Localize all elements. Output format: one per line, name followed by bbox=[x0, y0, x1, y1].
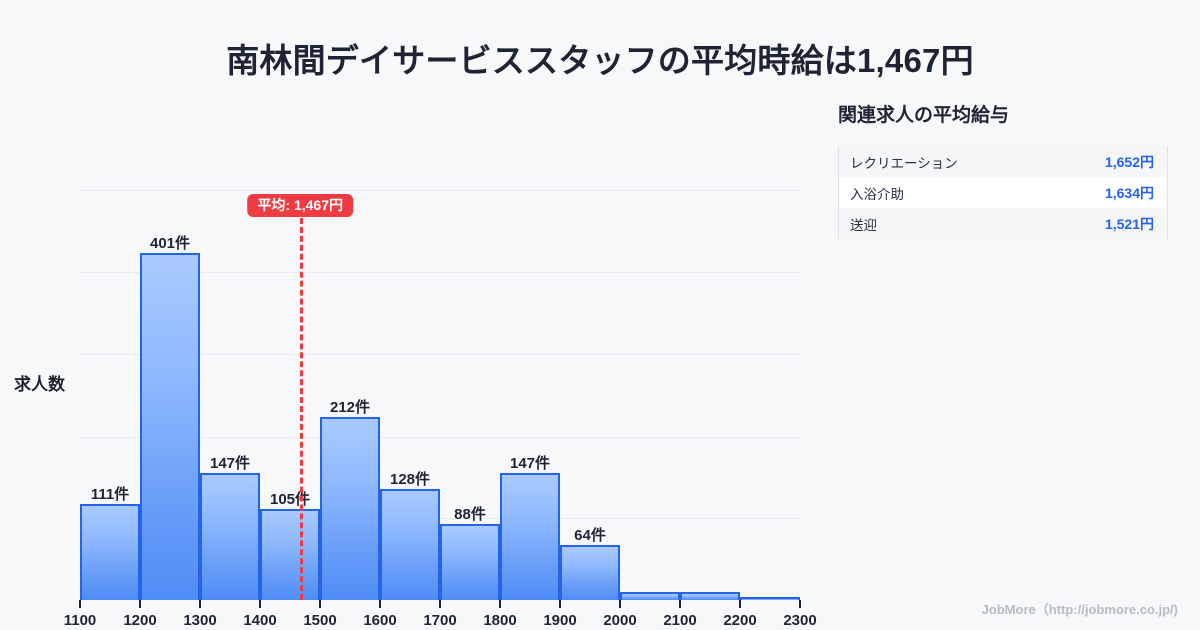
x-tick-label: 2200 bbox=[723, 612, 757, 629]
bar-value-label: 88件 bbox=[454, 505, 486, 523]
gridline bbox=[80, 354, 800, 356]
x-tick-label: 2100 bbox=[663, 612, 697, 629]
x-tick-label: 1400 bbox=[243, 612, 277, 629]
x-tick-label: 2300 bbox=[783, 612, 817, 629]
x-tick-label: 1900 bbox=[543, 612, 577, 629]
related-salary-title: 関連求人の平均給与 bbox=[838, 105, 1010, 126]
x-tick-mark bbox=[679, 600, 681, 608]
bar-value-label: 111件 bbox=[90, 485, 130, 503]
y-axis-title: 求人数 bbox=[14, 375, 65, 394]
histogram-bar bbox=[500, 472, 560, 600]
related-salary-panel: 関連求人の平均給与 レクリエーション 1,652円入浴介助 1,634円送迎 1,52… bbox=[838, 100, 1168, 239]
related-salary-table: レクリエーション 1,652円入浴介助 1,634円送迎 1,521円 bbox=[838, 146, 1168, 239]
x-tick-mark bbox=[799, 600, 801, 608]
x-tick-mark bbox=[439, 600, 441, 608]
related-salary-row-value: 1,521円 bbox=[1104, 215, 1154, 232]
histogram-bar bbox=[380, 489, 440, 600]
related-salary-row[interactable]: 入浴介助 1,634円 bbox=[839, 177, 1167, 208]
x-tick-label: 1800 bbox=[483, 612, 517, 629]
histogram-bar bbox=[740, 597, 800, 600]
x-tick-mark bbox=[139, 600, 141, 608]
histogram-bar bbox=[80, 504, 140, 600]
bar-value-label: 128件 bbox=[389, 471, 431, 489]
x-tick-label: 1100 bbox=[63, 612, 97, 629]
x-tick-mark bbox=[499, 600, 501, 608]
x-tick-mark bbox=[319, 600, 321, 608]
gridline bbox=[80, 436, 800, 438]
bar-value-label: 105件 bbox=[269, 491, 311, 509]
histogram-bar bbox=[560, 544, 620, 600]
x-tick-mark bbox=[559, 600, 561, 608]
plot-area bbox=[80, 190, 800, 600]
x-tick-label: 1200 bbox=[123, 612, 157, 629]
histogram-chart: 求人数 1100 1200 1300 1400 1500 1600 1700 1800 1900… bbox=[0, 90, 820, 629]
related-salary-row-value: 1,652円 bbox=[1104, 153, 1154, 170]
histogram-bar bbox=[260, 509, 320, 600]
bar-value-label: 212件 bbox=[329, 398, 371, 416]
related-salary-row-name: レクリエーション bbox=[850, 155, 958, 171]
related-salary-row-name: 送迎 bbox=[850, 217, 877, 233]
x-tick-label: 1700 bbox=[423, 612, 457, 629]
related-salary-row[interactable]: レクリエーション 1,652円 bbox=[839, 146, 1167, 177]
gridline bbox=[80, 272, 800, 274]
x-tick-mark bbox=[79, 600, 81, 608]
x-tick-label: 1500 bbox=[303, 612, 337, 629]
related-salary-row-value: 1,634円 bbox=[1104, 184, 1154, 201]
page-title: 南林間デイサービススタッフの平均時給は1,467円 bbox=[226, 42, 974, 79]
related-salary-row-name: 入浴介助 bbox=[850, 186, 904, 202]
histogram-bar bbox=[320, 416, 380, 600]
bar-value-label: 147件 bbox=[209, 454, 251, 472]
x-tick-mark bbox=[259, 600, 261, 608]
bar-value-label: 147件 bbox=[509, 454, 551, 472]
average-badge: 平均: 1,467円 bbox=[247, 194, 353, 217]
x-tick-mark bbox=[199, 600, 201, 608]
x-tick-mark bbox=[379, 600, 381, 608]
bar-value-label: 64件 bbox=[574, 526, 606, 544]
x-tick-label: 1600 bbox=[363, 612, 397, 629]
x-tick-mark bbox=[619, 600, 621, 608]
gridline bbox=[80, 190, 800, 191]
x-tick-mark bbox=[739, 600, 741, 608]
histogram-bar bbox=[140, 253, 200, 600]
histogram-bar bbox=[200, 472, 260, 600]
x-tick-label: 1300 bbox=[183, 612, 217, 629]
related-salary-row[interactable]: 送迎 1,521円 bbox=[839, 208, 1167, 239]
histogram-bar bbox=[440, 523, 500, 600]
footer-watermark: JobMore（http://jobmore.co.jp/) bbox=[981, 602, 1178, 617]
x-tick-label: 2000 bbox=[603, 612, 637, 629]
histogram-bar bbox=[680, 592, 740, 600]
bar-value-label: 401件 bbox=[149, 235, 191, 253]
average-line bbox=[300, 218, 304, 600]
gridline bbox=[80, 517, 800, 519]
histogram-bar bbox=[620, 592, 680, 600]
